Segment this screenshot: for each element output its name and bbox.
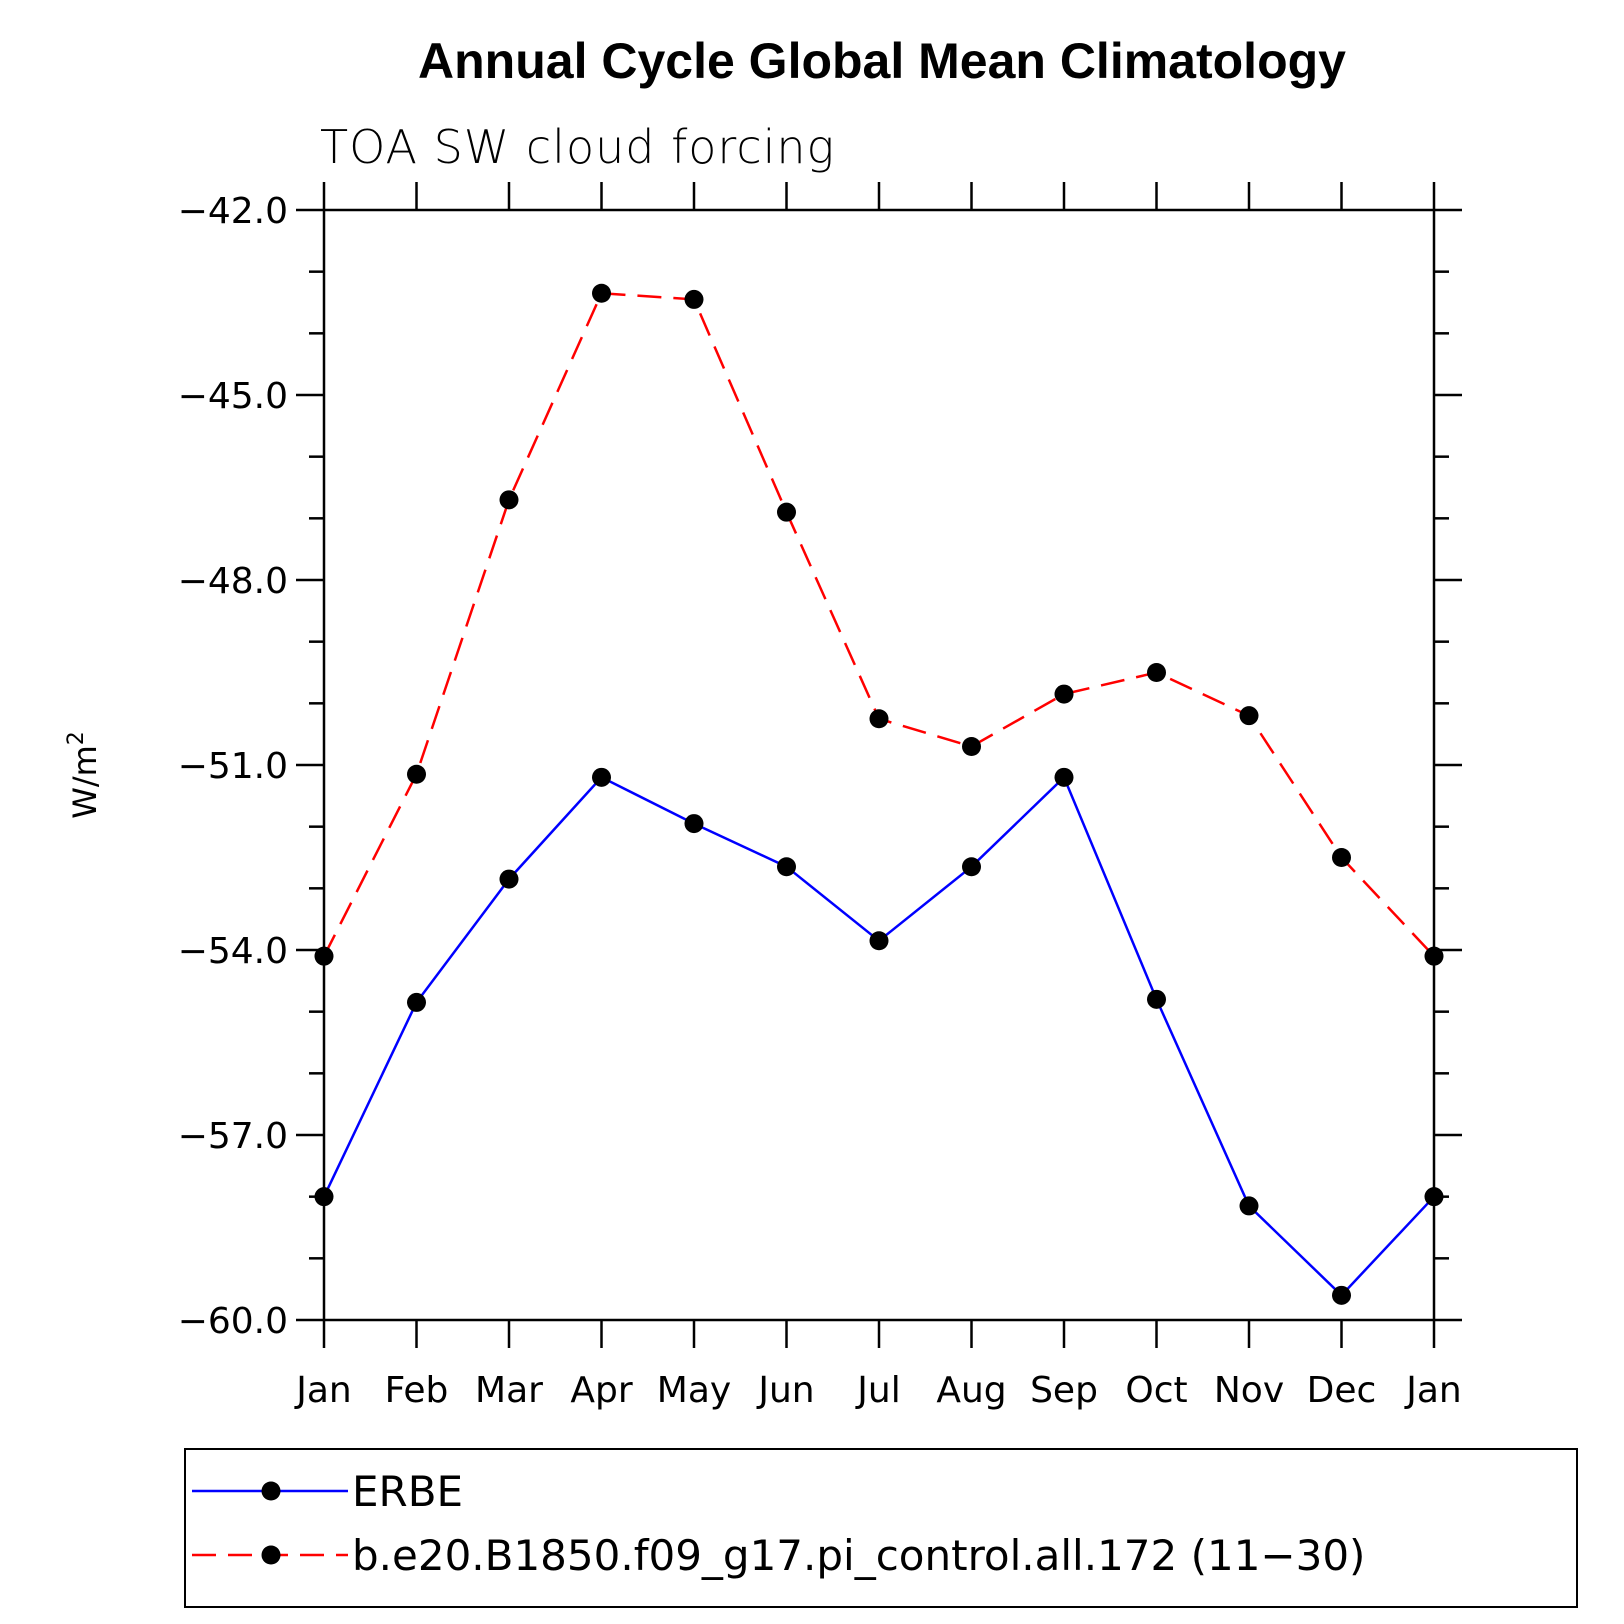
- y-tick-label: −51.0: [178, 746, 288, 787]
- data-point: [869, 931, 889, 951]
- data-point: [1239, 706, 1259, 726]
- data-point: [684, 289, 704, 309]
- data-point: [1054, 684, 1074, 704]
- data-point: [962, 737, 981, 756]
- x-tick-label: Jan: [1404, 1370, 1462, 1411]
- legend-box: [184, 1448, 1578, 1608]
- y-axis-label-sup: 2: [64, 731, 89, 745]
- series-lines: [322, 291, 1435, 1298]
- legend: ERBE b.e20.B1850.f09_g17.pi_control.all.1…: [184, 1448, 1578, 1608]
- y-axis-label: W/m2: [64, 731, 104, 819]
- x-tick-label: Apr: [570, 1370, 632, 1411]
- x-tick-label: Oct: [1125, 1370, 1187, 1411]
- data-point: [1054, 767, 1074, 787]
- y-tick-label: −42.0: [178, 191, 288, 232]
- x-tick-label: Jun: [756, 1370, 814, 1411]
- legend-label-1: b.e20.B1850.f09_g17.pi_control.all.172 (…: [352, 1531, 1365, 1580]
- data-point: [1147, 663, 1166, 682]
- y-axis-label-base: W/m: [66, 745, 104, 819]
- data-point: [684, 814, 704, 834]
- data-point: [499, 869, 519, 889]
- legend-marker-1: [261, 1545, 281, 1565]
- x-tick-label: May: [657, 1370, 731, 1411]
- data-point: [407, 764, 426, 784]
- axes: Jan Feb Mar Apr May Jun Jul Aug Sep Oct Nov Dec Jan−…: [178, 182, 1462, 1411]
- x-tick-label: Jul: [855, 1370, 900, 1411]
- series-line-0: [322, 775, 1435, 1298]
- x-tick-label: Dec: [1307, 1370, 1377, 1411]
- y-tick-label: −57.0: [178, 1116, 288, 1157]
- data-point: [777, 502, 796, 522]
- x-tick-label: Sep: [1030, 1370, 1098, 1411]
- legend-marker-0: [261, 1481, 281, 1501]
- data-point: [1424, 1187, 1444, 1207]
- x-tick-label: Feb: [385, 1370, 449, 1411]
- x-tick-label: Jan: [294, 1370, 352, 1411]
- data-point: [314, 1187, 334, 1207]
- y-tick-label: −48.0: [178, 561, 288, 602]
- data-point: [962, 857, 981, 877]
- data-point: [499, 490, 519, 510]
- data-point: [592, 767, 611, 787]
- y-tick-label: −60.0: [178, 1301, 288, 1342]
- data-point: [1332, 848, 1351, 867]
- y-tick-label: −54.0: [178, 931, 288, 972]
- x-tick-label: Mar: [475, 1370, 543, 1411]
- data-point: [1239, 1196, 1259, 1216]
- legend-label-0: ERBE: [352, 1467, 463, 1516]
- data-point: [869, 709, 889, 729]
- x-tick-label: Nov: [1214, 1370, 1284, 1411]
- y-tick-label: −45.0: [178, 376, 288, 417]
- data-point: [1332, 1285, 1351, 1305]
- data-point: [1424, 946, 1444, 966]
- data-point: [592, 283, 611, 303]
- data-point: [1147, 989, 1166, 1009]
- data-point: [407, 992, 426, 1012]
- plot-frame: [322, 208, 1436, 1322]
- chart-subtitle: TOA SW cloud forcing: [320, 120, 835, 174]
- data-point: [777, 857, 796, 877]
- chart-title: Annual Cycle Global Mean Climatology: [418, 33, 1346, 89]
- data-point: [314, 946, 334, 966]
- series-line-1: [322, 291, 1435, 958]
- x-tick-label: Aug: [936, 1370, 1006, 1411]
- series-markers: [314, 283, 1444, 1305]
